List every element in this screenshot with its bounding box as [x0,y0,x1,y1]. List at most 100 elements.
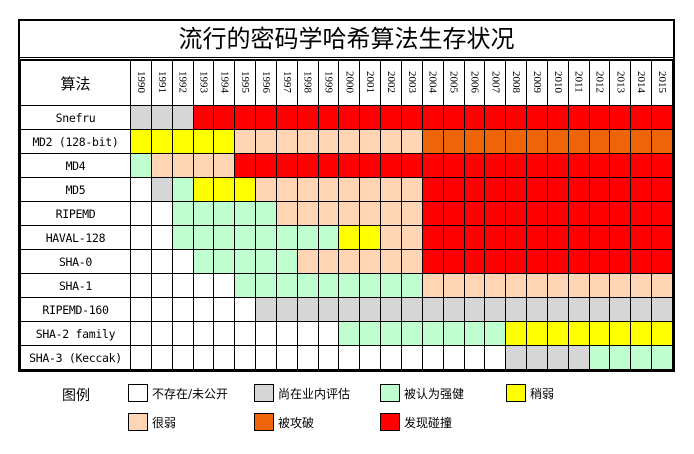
status-cell [421,273,444,298]
status-cell [255,321,277,346]
status-cell [630,177,653,202]
status-cell [630,273,653,298]
status-cell [463,273,486,298]
status-cell [275,273,298,298]
algorithm-name: RIPEMD [20,201,131,226]
hash-survival-table-frame: 流行的密码学哈希算法生存状况 算法 1990 1991 1992 1993 1994 19… [18,19,675,372]
status-cell [442,321,465,346]
status-cell [338,225,361,250]
status-cell [421,153,444,178]
status-cell [546,201,569,226]
year-header: 1998 [296,60,319,106]
algorithm-name: Snefru [20,105,131,130]
legend-swatch [254,413,274,431]
status-cell [630,297,653,322]
legend-label: 被认为强健 [404,386,465,401]
status-cell [567,249,590,274]
status-cell [609,273,632,298]
year-header: 2013 [609,60,632,106]
status-cell [380,321,402,346]
year-label: 2008 [510,70,523,93]
year-label: 2004 [426,70,439,93]
status-cell [546,105,569,130]
status-cell [380,225,402,250]
year-header: 2014 [630,60,653,106]
status-cell [400,105,423,130]
legend-item-very-weak: 很弱 [128,412,176,432]
status-cell [213,225,236,250]
status-cell [171,345,194,370]
year-label: 1995 [239,70,252,93]
table-row: Snefru [20,105,673,130]
year-label: 2005 [447,70,460,93]
status-cell [213,321,236,346]
year-label: 2009 [530,70,543,93]
year-label: 2014 [635,70,648,93]
status-cell [400,153,423,178]
year-label: 2001 [364,70,377,93]
status-cell [380,177,402,202]
status-cell [296,129,319,154]
year-label: 1996 [259,70,272,93]
status-cell [421,105,444,130]
status-cell [130,249,152,274]
status-cell [317,273,340,298]
status-cell [234,129,257,154]
status-cell [296,105,319,130]
status-cell [609,153,632,178]
legend-item-broken: 被攻破 [254,412,314,432]
status-cell [567,273,590,298]
year-label: 1997 [280,70,293,93]
status-cell [192,177,215,202]
status-cell [526,273,548,298]
status-cell [588,345,611,370]
status-cell [150,225,173,250]
status-cell [275,345,298,370]
status-cell [296,153,319,178]
status-cell [317,321,340,346]
table-row: SHA-0 [20,249,673,274]
status-cell [651,153,673,178]
status-cell [588,129,611,154]
status-cell [171,105,194,130]
status-cell [192,129,215,154]
year-header: 2006 [463,60,486,106]
status-cell [526,345,548,370]
year-header: 1992 [171,60,194,106]
status-cell [296,297,319,322]
status-cell [526,225,548,250]
status-cell [484,129,507,154]
algorithm-name: MD4 [20,153,131,178]
year-header: 1990 [130,60,152,106]
status-cell [484,345,507,370]
status-cell [505,225,528,250]
status-cell [609,105,632,130]
table-body: Snefru MD2 (128-bit) MD4 MD5 RIPEMD HAVAL-128… [20,105,673,370]
status-cell [630,321,653,346]
status-cell [275,201,298,226]
status-cell [400,129,423,154]
status-cell [171,225,194,250]
status-cell [317,345,340,370]
year-header: 1997 [275,60,298,106]
status-cell [421,201,444,226]
status-cell [421,249,444,274]
year-label: 2003 [405,70,418,93]
status-cell [213,273,236,298]
legend-label: 不存在/未公开 [152,386,229,401]
status-cell [609,225,632,250]
status-cell [192,201,215,226]
status-cell [130,201,152,226]
year-label: 2006 [468,70,481,93]
status-cell [442,177,465,202]
status-cell [609,321,632,346]
legend-item-evaluating: 尚在业内评估 [254,383,350,403]
status-cell [505,345,528,370]
year-header: 2002 [380,60,402,106]
status-cell [234,321,257,346]
status-cell [400,321,423,346]
status-cell [317,177,340,202]
status-cell [442,201,465,226]
year-header: 1999 [317,60,340,106]
status-cell [234,345,257,370]
